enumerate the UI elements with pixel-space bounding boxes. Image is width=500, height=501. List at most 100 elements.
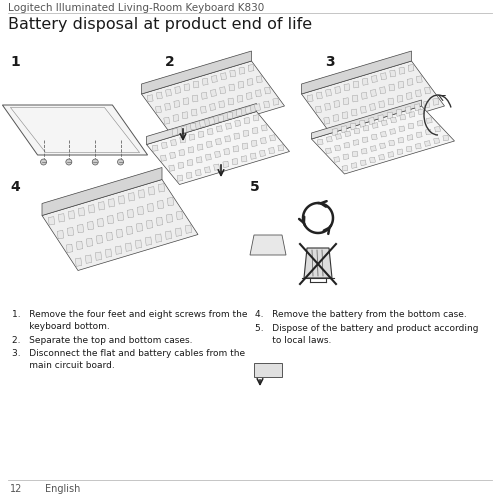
Polygon shape (308, 95, 313, 102)
Circle shape (92, 159, 98, 165)
Polygon shape (86, 238, 92, 246)
Polygon shape (98, 202, 104, 210)
Polygon shape (389, 140, 394, 146)
Polygon shape (224, 136, 230, 142)
Polygon shape (169, 165, 174, 171)
Polygon shape (170, 152, 175, 158)
Polygon shape (248, 65, 254, 72)
Polygon shape (108, 215, 114, 224)
Polygon shape (360, 106, 366, 113)
Polygon shape (443, 135, 448, 141)
Polygon shape (142, 51, 252, 94)
Polygon shape (190, 123, 196, 130)
Polygon shape (189, 134, 195, 140)
Polygon shape (148, 187, 154, 195)
Polygon shape (416, 90, 422, 97)
Polygon shape (250, 153, 256, 159)
Text: 1: 1 (10, 55, 20, 69)
Polygon shape (324, 117, 330, 124)
Polygon shape (142, 61, 284, 139)
Polygon shape (196, 157, 202, 163)
Polygon shape (326, 89, 332, 96)
Polygon shape (86, 255, 91, 264)
Polygon shape (208, 118, 214, 124)
Polygon shape (406, 146, 412, 152)
Polygon shape (108, 199, 114, 207)
Polygon shape (158, 184, 164, 192)
Polygon shape (352, 95, 358, 102)
Polygon shape (216, 138, 222, 145)
Polygon shape (192, 109, 197, 116)
Polygon shape (397, 95, 403, 102)
Polygon shape (66, 244, 72, 253)
Polygon shape (312, 100, 422, 139)
Polygon shape (343, 154, 349, 159)
Polygon shape (334, 157, 340, 162)
Polygon shape (166, 89, 172, 96)
Polygon shape (418, 109, 424, 115)
Text: Battery disposal at product end of life: Battery disposal at product end of life (8, 17, 312, 32)
Polygon shape (238, 81, 244, 88)
Polygon shape (2, 105, 148, 155)
Text: 2.   Separate the top and bottom cases.: 2. Separate the top and bottom cases. (12, 336, 192, 345)
Polygon shape (224, 148, 230, 155)
Polygon shape (434, 138, 440, 143)
Polygon shape (179, 149, 184, 156)
Polygon shape (246, 107, 251, 113)
Polygon shape (399, 126, 404, 132)
Polygon shape (408, 123, 414, 129)
Polygon shape (76, 241, 82, 249)
Polygon shape (409, 112, 415, 117)
Polygon shape (202, 78, 208, 85)
Polygon shape (48, 216, 54, 225)
Polygon shape (239, 67, 245, 74)
Polygon shape (316, 92, 322, 99)
Polygon shape (162, 142, 168, 148)
Polygon shape (362, 78, 368, 85)
Polygon shape (345, 131, 350, 137)
Polygon shape (334, 145, 340, 151)
Polygon shape (160, 155, 166, 161)
Polygon shape (264, 101, 270, 108)
Polygon shape (220, 87, 226, 94)
Polygon shape (138, 206, 143, 215)
FancyBboxPatch shape (254, 363, 282, 377)
Polygon shape (210, 104, 216, 111)
Polygon shape (237, 95, 243, 102)
Polygon shape (78, 224, 84, 233)
Polygon shape (148, 203, 154, 212)
Polygon shape (126, 243, 132, 252)
Polygon shape (399, 67, 405, 74)
Polygon shape (176, 228, 182, 236)
Polygon shape (58, 230, 64, 239)
Circle shape (66, 159, 72, 165)
Polygon shape (168, 197, 173, 206)
Polygon shape (96, 235, 102, 243)
Polygon shape (416, 132, 422, 138)
Polygon shape (417, 120, 423, 126)
Polygon shape (326, 136, 332, 142)
Polygon shape (318, 139, 323, 145)
Polygon shape (247, 79, 253, 86)
Polygon shape (302, 51, 412, 94)
Polygon shape (382, 120, 388, 126)
Polygon shape (378, 115, 384, 122)
Polygon shape (146, 112, 290, 184)
Polygon shape (182, 112, 188, 119)
Polygon shape (350, 123, 356, 130)
Polygon shape (156, 106, 162, 113)
Circle shape (40, 159, 46, 165)
Polygon shape (233, 146, 239, 152)
Polygon shape (116, 229, 122, 237)
Polygon shape (407, 135, 413, 140)
Polygon shape (88, 205, 94, 213)
Polygon shape (187, 159, 193, 166)
Text: 5: 5 (250, 180, 260, 194)
Polygon shape (262, 125, 267, 131)
Polygon shape (244, 118, 250, 124)
Polygon shape (362, 137, 368, 142)
Polygon shape (126, 226, 132, 234)
Text: 3.   Disconnect the flat and battery cables from the
      main circuit board.: 3. Disconnect the flat and battery cable… (12, 349, 245, 370)
Polygon shape (363, 125, 369, 131)
Text: Logitech Illuminated Living-Room Keyboard K830: Logitech Illuminated Living-Room Keyboar… (8, 3, 264, 13)
